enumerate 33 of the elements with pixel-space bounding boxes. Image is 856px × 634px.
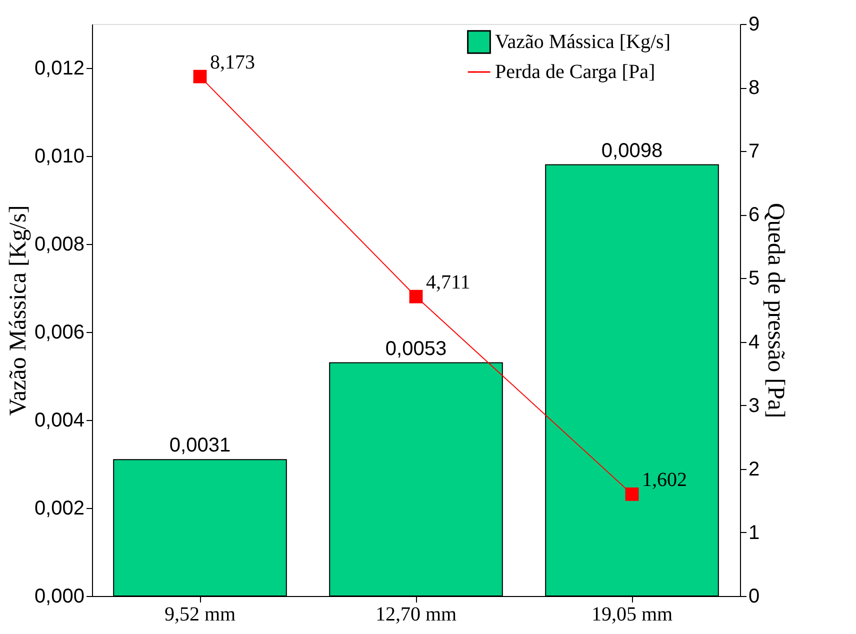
legend-label: Vazão Mássica [Kg/s] xyxy=(495,31,670,53)
x-tick-label: 19,05 mm xyxy=(591,604,673,626)
y2-tick-label: 0 xyxy=(748,586,760,608)
y2-tick-label: 1 xyxy=(748,522,760,544)
y-axis-title: Vazão Mássica [Kg/s] xyxy=(5,205,32,416)
y2-axis-title: Queda de pressão [Pa] xyxy=(762,202,789,418)
point xyxy=(625,487,639,501)
y2-tick-label: 9 xyxy=(748,14,760,36)
y2-tick-label: 7 xyxy=(748,140,760,163)
y-tick-label: 0,006 xyxy=(34,322,84,344)
data-label: 8,173 xyxy=(210,52,255,74)
data-label: 0,0031 xyxy=(169,434,231,457)
data-label: 0,0053 xyxy=(385,338,447,360)
y2-tick-label: 5 xyxy=(748,268,760,290)
y-tick-label: 0,000 xyxy=(34,586,84,608)
data-label: 4,711 xyxy=(426,272,470,294)
point xyxy=(409,290,423,304)
y-tick-label: 0,002 xyxy=(34,498,84,520)
data-label: 1,602 xyxy=(642,469,687,492)
x-tick-label: 9,52 mm xyxy=(164,604,236,626)
legend-label: Perda de Carga [Pa] xyxy=(495,61,656,83)
y2-tick-label: 8 xyxy=(748,77,760,100)
y-tick-label: 0,012 xyxy=(34,58,84,80)
y2-tick-label: 3 xyxy=(748,394,760,417)
y2-tick-label: 4 xyxy=(748,331,760,354)
y2-tick-label: 2 xyxy=(748,458,760,480)
y-tick-label: 0,004 xyxy=(34,410,84,432)
y2-tick-label: 6 xyxy=(748,204,760,226)
point xyxy=(193,70,207,84)
y-tick-label: 0,010 xyxy=(34,146,84,168)
y-tick-label: 0,008 xyxy=(34,234,84,256)
data-label: 0,0098 xyxy=(601,140,663,162)
x-tick-label: 12,70 mm xyxy=(375,604,457,626)
